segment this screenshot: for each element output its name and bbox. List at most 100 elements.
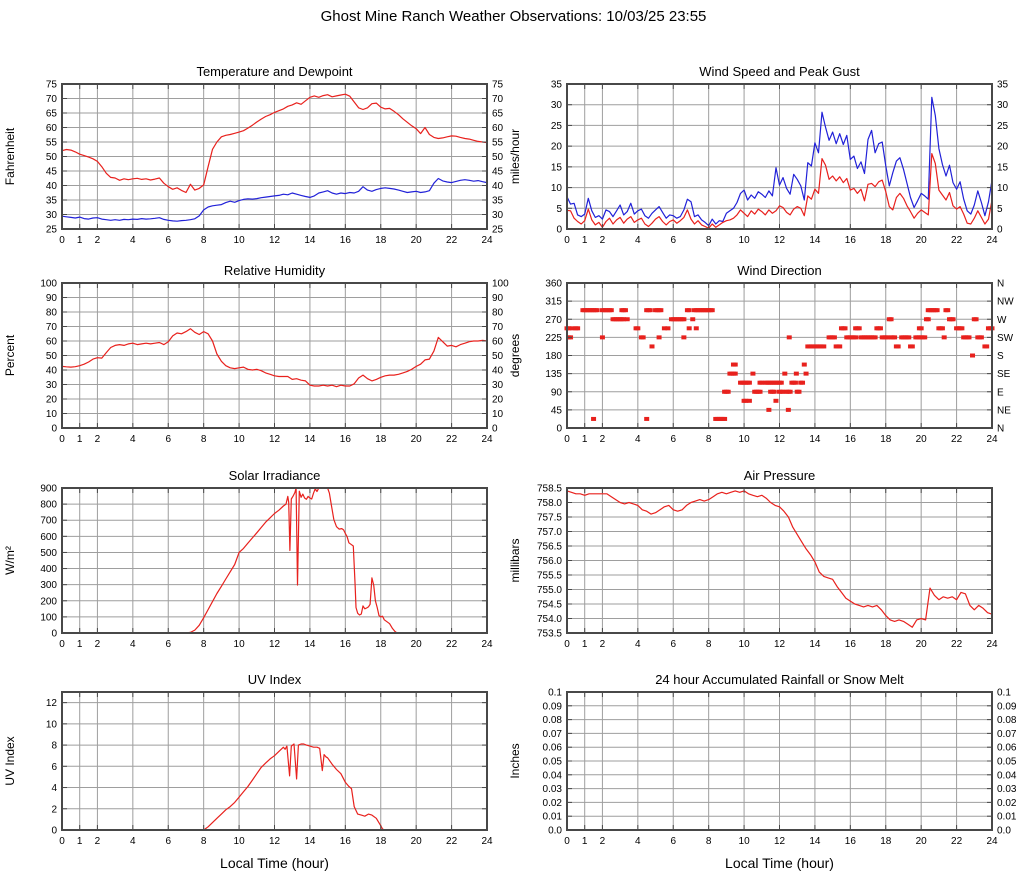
svg-text:35: 35: [551, 80, 563, 91]
svg-text:758.5: 758.5: [537, 484, 562, 495]
svg-text:1: 1: [582, 235, 588, 246]
chart-title: Temperature and Dewpoint: [196, 64, 352, 79]
svg-text:4: 4: [51, 783, 57, 794]
svg-text:18: 18: [880, 235, 892, 246]
svg-text:24: 24: [481, 639, 493, 650]
svg-text:754.5: 754.5: [537, 600, 562, 611]
scatter-point: [759, 380, 765, 385]
relative-humidity-canvas: 0 1 2 4 6 8 10 12 14 16 18 20 22 24010203040506070809…: [3, 263, 509, 445]
svg-text:5: 5: [556, 204, 562, 215]
svg-text:2: 2: [95, 836, 101, 847]
scatter-point: [984, 344, 990, 349]
svg-text:SW: SW: [997, 333, 1014, 344]
scatter-point: [778, 380, 784, 385]
svg-text:45: 45: [551, 405, 563, 416]
series-Temperature: [61, 93, 488, 194]
x-tick-labels: 0 1 2 4 6 8 10 12 14 16 18 20 22 24: [59, 639, 493, 650]
svg-text:20: 20: [411, 235, 423, 246]
svg-text:270: 270: [545, 315, 562, 326]
y-axis-label: millibars: [508, 538, 522, 582]
chart-title: 24 hour Accumulated Rainfall or Snow Mel…: [655, 672, 904, 687]
tick-marks: [566, 83, 993, 230]
scatter-point: [746, 398, 752, 403]
scatter-point: [649, 344, 655, 349]
svg-text:35: 35: [997, 80, 1009, 91]
svg-text:10: 10: [46, 719, 58, 730]
svg-text:20: 20: [411, 836, 423, 847]
x-axis-label: Local Time (hour): [220, 855, 329, 871]
chart-series: [61, 328, 488, 388]
svg-text:8: 8: [706, 434, 712, 445]
scatter-point: [895, 344, 901, 349]
scatter-point: [757, 389, 763, 394]
scatter-point: [792, 380, 798, 385]
svg-text:2: 2: [95, 639, 101, 650]
x-tick-labels: 0 1 2 4 6 8 10 12 14 16 18 20 22 24: [564, 235, 998, 246]
svg-text:22: 22: [446, 836, 458, 847]
scatter-point: [941, 335, 947, 340]
svg-text:55: 55: [492, 138, 504, 149]
svg-text:8: 8: [706, 836, 712, 847]
svg-text:18: 18: [880, 434, 892, 445]
svg-text:0.01: 0.01: [543, 812, 563, 823]
scatter-point: [793, 371, 799, 376]
x-tick-labels: 0 1 2 4 6 8 10 12 14 16 18 20 22 24: [59, 836, 493, 847]
series-Solar Irradiance: [62, 487, 487, 634]
tick-marks: [61, 83, 488, 230]
svg-text:360: 360: [545, 279, 562, 290]
svg-text:757.0: 757.0: [537, 527, 562, 538]
scatter-point: [722, 416, 728, 421]
svg-text:4: 4: [130, 836, 136, 847]
y-axis-label: W/m²: [3, 546, 17, 575]
svg-text:315: 315: [545, 297, 562, 308]
scatter-point: [939, 326, 945, 331]
svg-text:0.06: 0.06: [543, 743, 563, 754]
svg-text:16: 16: [340, 434, 352, 445]
scatter-point: [750, 371, 756, 376]
y-tick-labels-right: 0.0 0.01 0.02 0.03 0.04 0.05 0.06 0.07 0.08 0.09 0…: [997, 688, 1017, 837]
tick-marks: [61, 693, 488, 831]
scatter-point: [640, 335, 646, 340]
svg-text:4: 4: [130, 235, 136, 246]
svg-text:30: 30: [551, 100, 563, 111]
svg-text:0.05: 0.05: [997, 757, 1017, 768]
svg-text:180: 180: [545, 351, 562, 362]
scatter-point: [877, 326, 883, 331]
series-Wind Speed: [566, 152, 993, 229]
svg-text:10: 10: [234, 235, 246, 246]
chart-series: [566, 490, 993, 628]
svg-text:80: 80: [492, 308, 504, 319]
svg-text:10: 10: [46, 409, 58, 420]
svg-text:20: 20: [916, 434, 928, 445]
svg-text:22: 22: [951, 434, 963, 445]
chart-title: Air Pressure: [744, 468, 816, 483]
scatter-point: [622, 308, 628, 313]
svg-text:65: 65: [46, 109, 58, 120]
svg-text:0.09: 0.09: [543, 701, 563, 712]
y-tick-labels-right: 0 5 10 15 20 25 30 35: [997, 80, 1009, 236]
svg-text:70: 70: [492, 322, 504, 333]
svg-text:12: 12: [774, 639, 786, 650]
chart-border: [61, 83, 488, 230]
scatter-point: [842, 326, 848, 331]
scatter-point: [656, 335, 662, 340]
svg-text:40: 40: [492, 366, 504, 377]
wind-direction-canvas: 0 1 2 4 6 8 10 12 14 16 18 20 22 24045901351802252703…: [508, 263, 1014, 445]
svg-text:6: 6: [165, 434, 171, 445]
svg-text:25: 25: [492, 225, 504, 236]
svg-text:90: 90: [551, 387, 563, 398]
svg-text:6: 6: [670, 836, 676, 847]
svg-text:757.5: 757.5: [537, 513, 562, 524]
scatter-point: [624, 317, 630, 322]
svg-text:4: 4: [635, 836, 641, 847]
svg-text:22: 22: [951, 235, 963, 246]
svg-text:16: 16: [845, 639, 857, 650]
svg-text:22: 22: [446, 639, 458, 650]
scatter-point: [780, 389, 786, 394]
svg-text:6: 6: [670, 639, 676, 650]
x-tick-labels: 0 1 2 4 6 8 10 12 14 16 18 20 22 24: [564, 639, 998, 650]
svg-text:24: 24: [481, 235, 493, 246]
x-tick-labels: 0 1 2 4 6 8 10 12 14 16 18 20 22 24: [564, 836, 998, 847]
scatter-point: [746, 380, 752, 385]
svg-text:10: 10: [234, 434, 246, 445]
